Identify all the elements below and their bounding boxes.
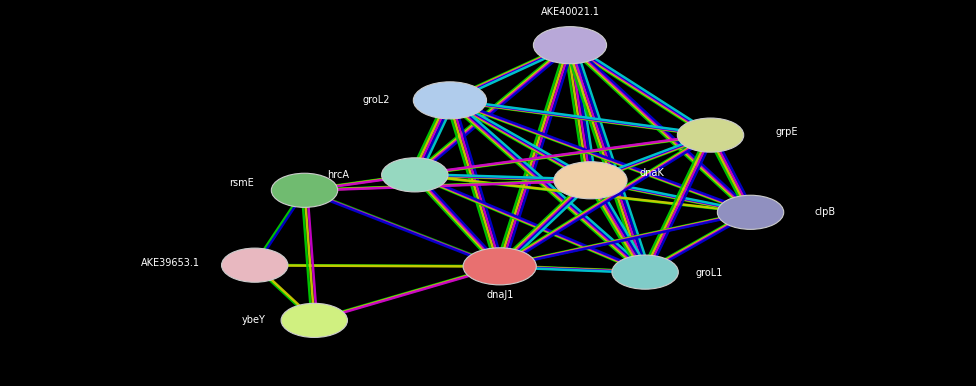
Text: dnaJ1: dnaJ1 <box>486 290 513 300</box>
Text: hrcA: hrcA <box>327 170 349 180</box>
Ellipse shape <box>717 195 784 229</box>
Ellipse shape <box>554 162 628 199</box>
Text: AKE39653.1: AKE39653.1 <box>142 258 200 268</box>
Ellipse shape <box>414 82 487 119</box>
Text: AKE40021.1: AKE40021.1 <box>541 7 599 17</box>
Ellipse shape <box>533 27 606 64</box>
Ellipse shape <box>222 248 288 282</box>
Text: ybeY: ybeY <box>242 315 265 325</box>
Text: grpE: grpE <box>776 127 798 137</box>
Text: clpB: clpB <box>815 207 836 217</box>
Ellipse shape <box>677 118 744 152</box>
Ellipse shape <box>382 158 448 192</box>
Text: rsmE: rsmE <box>229 178 254 188</box>
Ellipse shape <box>612 255 678 289</box>
Ellipse shape <box>271 173 338 207</box>
Text: dnaK: dnaK <box>639 168 664 178</box>
Ellipse shape <box>281 303 347 337</box>
Text: groL1: groL1 <box>696 268 723 278</box>
Ellipse shape <box>463 248 537 285</box>
Text: groL2: groL2 <box>363 95 390 105</box>
